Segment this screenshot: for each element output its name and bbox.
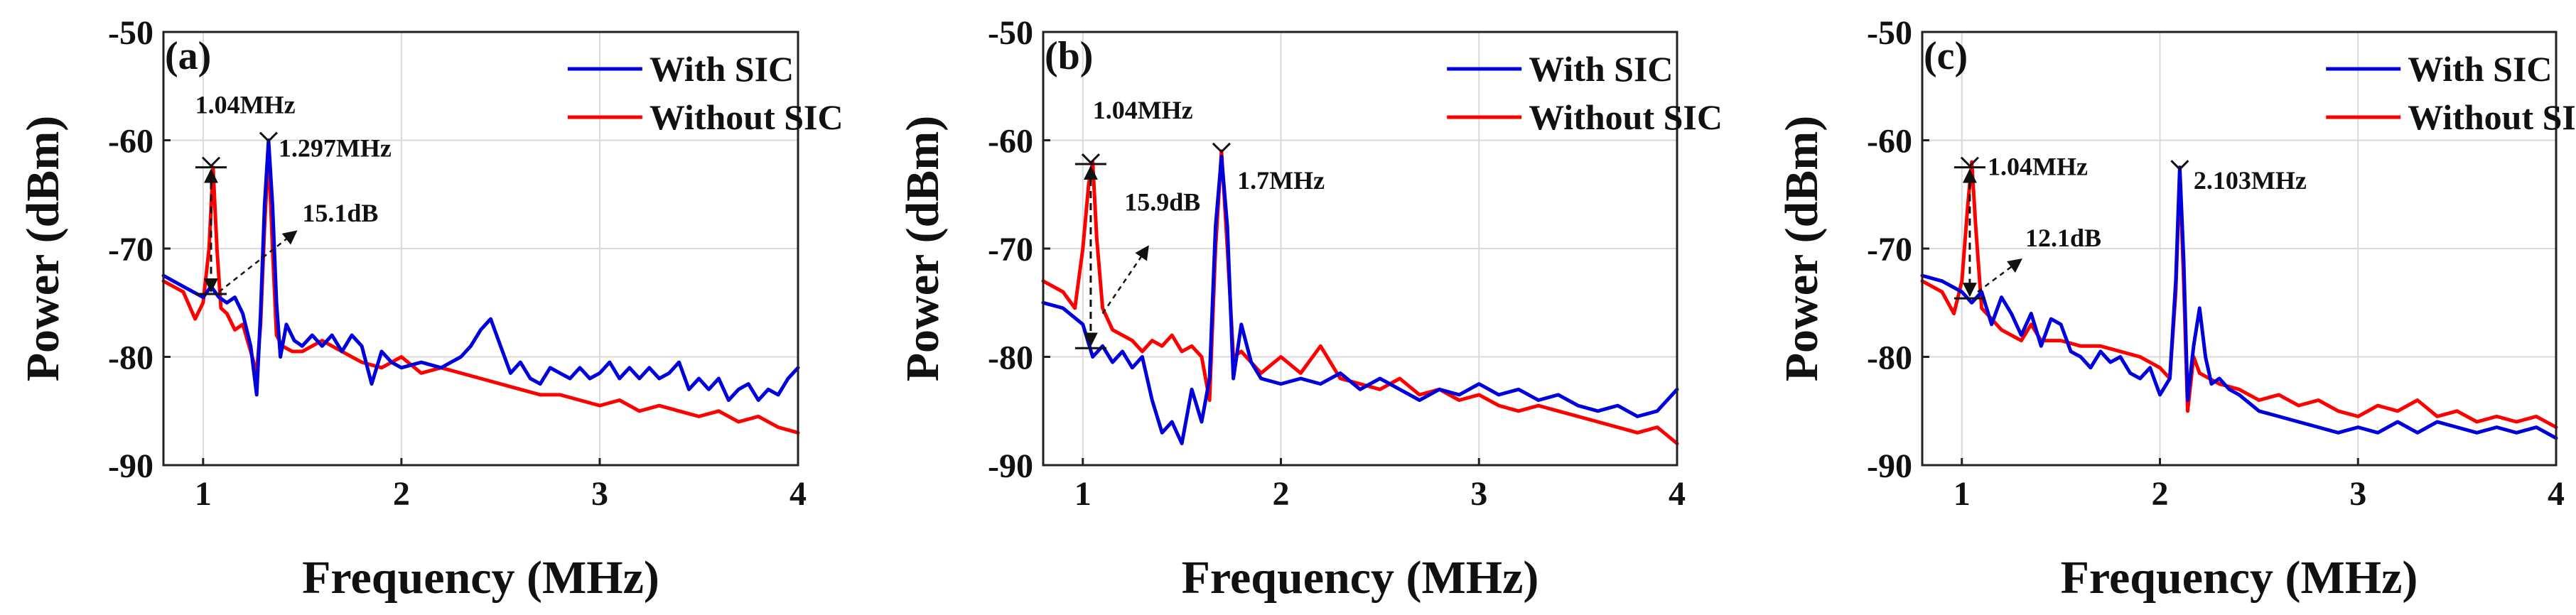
- annotation-text: 1.297MHz: [279, 134, 392, 162]
- y-tick-label: -50: [988, 14, 1033, 52]
- series-line-with-sic: [1041, 154, 1679, 445]
- x-tick-label: 1: [195, 475, 212, 513]
- annotation-text: 1.04MHz: [1093, 96, 1193, 124]
- y-tick-label: -70: [1867, 231, 1912, 268]
- peak-marker: [1960, 156, 1979, 168]
- x-axis-label: Frequency (MHz): [2061, 552, 2418, 604]
- annotation-text: 12.1dB: [2025, 224, 2101, 252]
- y-tick-label: -70: [108, 231, 153, 268]
- y-tick-label: -90: [1867, 447, 1912, 485]
- x-tick-label: 2: [2152, 475, 2169, 513]
- y-tick-label: -60: [1867, 123, 1912, 160]
- x-tick-label: 1: [1074, 475, 1092, 513]
- panel-label: (c): [1924, 34, 1968, 78]
- peak-marker: [259, 131, 278, 143]
- chart-panel-2: 1 2 3 4 -90 -80 -70 -60 -50 Frequency (MHz) Power …: [897, 14, 1723, 604]
- annotation-pointer: [1101, 245, 1149, 315]
- x-tick-label: 4: [1669, 475, 1686, 513]
- annotation-text: 15.9dB: [1124, 188, 1200, 217]
- peak-marker: [1081, 153, 1100, 165]
- y-tick-label: -80: [988, 339, 1033, 377]
- annotation-pointer: [1977, 258, 2022, 293]
- y-tick-label: -90: [988, 447, 1033, 485]
- panel-label: (a): [165, 34, 211, 78]
- series-line-with-sic: [161, 138, 800, 402]
- peak-marker: [2170, 160, 2189, 171]
- legend-label: With SIC: [2408, 49, 2552, 89]
- series-line-with-sic: [1920, 165, 2558, 440]
- series-line-without-sic: [1920, 160, 2558, 430]
- annotation-pointer: [218, 230, 298, 293]
- x-tick-label: 4: [2548, 475, 2565, 513]
- y-tick-label: -60: [988, 123, 1033, 160]
- y-tick-label: -50: [1867, 14, 1912, 52]
- y-axis-label: Power (dBm): [17, 116, 69, 382]
- x-tick-label: 3: [591, 475, 608, 513]
- panel-label: (b): [1045, 34, 1093, 78]
- peak-marker: [201, 156, 221, 168]
- x-tick-label: 3: [1470, 475, 1487, 513]
- series-line-without-sic: [161, 149, 800, 435]
- y-tick-label: -60: [108, 123, 153, 160]
- legend-label: Without SIC: [1529, 97, 1723, 137]
- legend-label: With SIC: [1529, 49, 1673, 89]
- y-tick-label: -80: [1867, 339, 1912, 377]
- x-axis-label: Frequency (MHz): [302, 552, 659, 604]
- chart-panel-1: 1 2 3 4 -90 -80 -70 -60 -50 Frequency (MHz) Power …: [17, 14, 844, 604]
- y-tick-label: -80: [108, 339, 153, 377]
- legend-label: With SIC: [650, 49, 794, 89]
- y-tick-label: -50: [108, 14, 153, 52]
- y-axis-label: Power (dBm): [1776, 116, 1828, 382]
- annotation-text: 1.04MHz: [195, 90, 296, 119]
- annotation-text: 1.7MHz: [1237, 166, 1325, 195]
- x-tick-label: 2: [1273, 475, 1290, 513]
- legend-label: Without SIC: [650, 97, 844, 137]
- x-tick-label: 3: [2349, 475, 2366, 513]
- y-axis-label: Power (dBm): [897, 116, 949, 382]
- annotation-text: 2.103MHz: [2194, 166, 2307, 195]
- annotation-text: 1.04MHz: [1988, 152, 2088, 180]
- y-tick-label: -70: [988, 231, 1033, 268]
- annotation-text: 15.1dB: [302, 199, 378, 227]
- x-axis-label: Frequency (MHz): [1182, 552, 1539, 604]
- y-tick-label: -90: [108, 447, 153, 485]
- legend-label: Without SIC: [2408, 97, 2576, 137]
- x-tick-label: 1: [1953, 475, 1971, 513]
- chart-panel-3: 1 2 3 4 -90 -80 -70 -60 -50 Frequency (MHz) Power …: [1776, 14, 2576, 604]
- x-tick-label: 4: [789, 475, 807, 513]
- x-tick-label: 2: [393, 475, 410, 513]
- peak-marker: [1212, 142, 1231, 153]
